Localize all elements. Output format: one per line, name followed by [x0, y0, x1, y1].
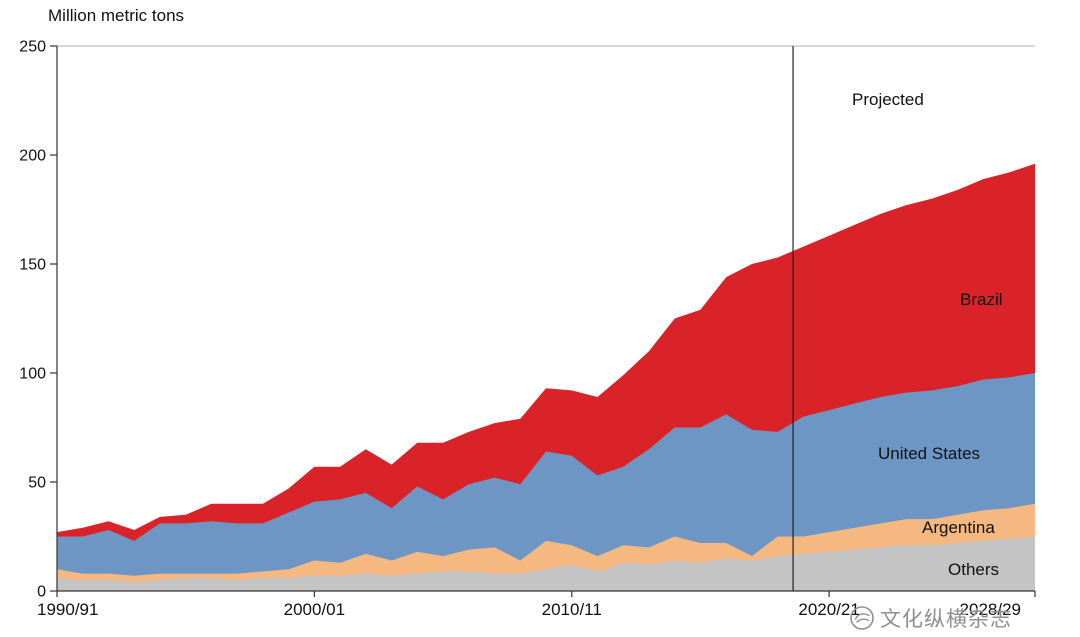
y-axis-ticks: 0 50 100 150 200 250 [19, 39, 57, 601]
area-others [57, 536, 1035, 591]
series-label-others: Others [948, 560, 1000, 579]
x-axis-ticks: 1990/91 2000/01 2010/11 2020/21 2028/29 [37, 591, 1036, 619]
svg-text:2028/29: 2028/29 [960, 600, 1021, 619]
svg-text:200: 200 [19, 148, 46, 165]
series-label-argentina: Argentina [922, 518, 995, 537]
svg-text:2000/01: 2000/01 [284, 600, 345, 619]
svg-text:100: 100 [19, 366, 46, 383]
projected-label: Projected [852, 90, 924, 109]
series-label-brazil: Brazil [960, 290, 1003, 309]
series-label-united-states: United States [878, 444, 981, 463]
chart-title: Million metric tons [48, 6, 185, 25]
svg-text:0: 0 [37, 584, 46, 601]
watermark: 文化纵横杂志 [849, 603, 1012, 633]
svg-text:1990/91: 1990/91 [37, 600, 98, 619]
svg-text:2010/11: 2010/11 [542, 600, 602, 619]
svg-text:150: 150 [19, 257, 46, 274]
watermark-logo-icon [850, 606, 874, 630]
svg-text:250: 250 [19, 39, 46, 56]
watermark-text: 文化纵横杂志 [880, 608, 1012, 631]
axes-group [56, 45, 1035, 592]
svg-text:50: 50 [28, 475, 46, 492]
area-series-group [57, 163, 1035, 591]
svg-text:2020/21: 2020/21 [798, 600, 859, 619]
